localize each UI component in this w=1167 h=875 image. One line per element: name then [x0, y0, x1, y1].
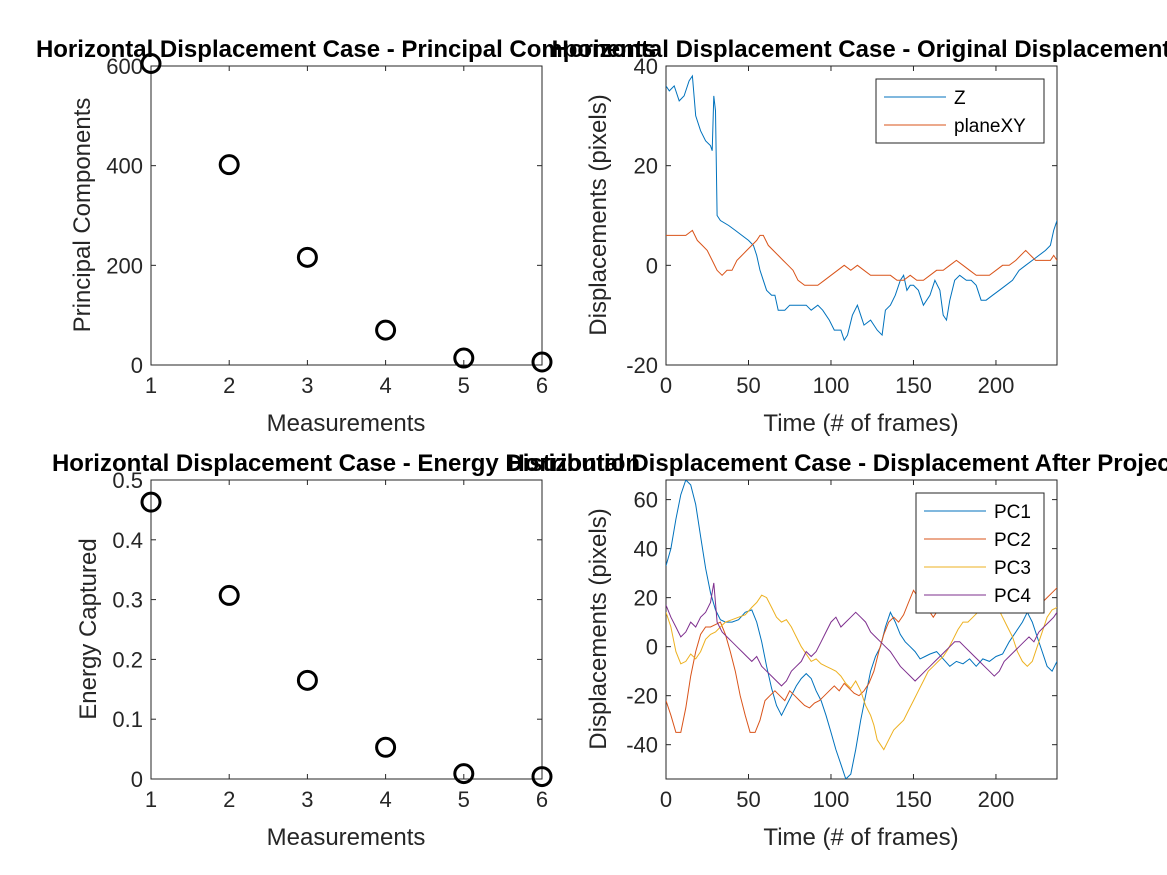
plot-area — [665, 479, 1058, 780]
x-tick-label: 0 — [660, 373, 672, 398]
legend-label: PC1 — [994, 502, 1031, 523]
y-tick-label: 0.2 — [112, 647, 143, 672]
x-tick-label: 1 — [145, 373, 157, 398]
x-tick-label: 5 — [458, 787, 470, 812]
x-tick-label: 2 — [223, 373, 235, 398]
legend-box — [915, 492, 1045, 614]
y-tick-label: 0.1 — [112, 707, 143, 732]
plot-area — [665, 65, 1058, 366]
y-tick-label: 200 — [106, 253, 143, 278]
chart-title: Horizontal Displacement Case - Displacem… — [507, 450, 1167, 477]
data-point — [375, 319, 397, 341]
x-tick-label: 100 — [813, 373, 850, 398]
chart-title: Horizontal Displacement Case - Energy Di… — [52, 450, 640, 477]
x-tick-label: 50 — [736, 787, 760, 812]
y-tick-label: 600 — [106, 54, 143, 79]
data-point — [218, 154, 240, 176]
legend-box — [875, 78, 1045, 144]
x-axis-label: Time (# of frames) — [763, 410, 958, 437]
y-tick-label: 400 — [106, 154, 143, 179]
legend-label: PC3 — [994, 558, 1031, 579]
y-tick-label: 0 — [646, 635, 658, 660]
series-line-planexy — [666, 229, 1057, 286]
y-tick-label: 0 — [646, 253, 658, 278]
axis-ticks: 1 2 3 4 5 6 0 200 400 600 — [106, 54, 548, 398]
x-axis-label: Time (# of frames) — [763, 824, 958, 851]
x-tick-label: 3 — [301, 787, 313, 812]
legend-label: planeXY — [954, 116, 1026, 137]
axis-ticks: 0 50 100 150 200 -40 -20 0 20 40 60 — [626, 480, 1057, 812]
legend-label: PC4 — [994, 586, 1031, 607]
y-tick-label: 0.5 — [112, 468, 143, 493]
x-tick-label: 6 — [536, 373, 548, 398]
data-point — [453, 347, 475, 369]
y-axis-label: Displacements (pixels) — [585, 508, 612, 749]
y-tick-label: 0 — [131, 767, 143, 792]
data-point — [453, 763, 475, 785]
panel-energy-distribution: 1 2 3 4 5 6 0 0.1 0.2 0.3 0.4 0.5 Horizontal Displa… — [52, 450, 640, 851]
y-tick-label: 0.4 — [112, 528, 143, 553]
x-tick-label: 3 — [301, 373, 313, 398]
x-tick-label: 200 — [978, 373, 1015, 398]
y-axis-label: Displacements (pixels) — [585, 94, 612, 335]
x-tick-label: 2 — [223, 787, 235, 812]
y-tick-label: 40 — [634, 54, 658, 79]
x-tick-label: 100 — [813, 787, 850, 812]
y-tick-label: -40 — [626, 733, 658, 758]
y-tick-label: 20 — [634, 154, 658, 179]
legend-label: PC2 — [994, 530, 1031, 551]
y-axis-label: Principal Components — [69, 98, 96, 333]
x-tick-label: 50 — [736, 373, 760, 398]
x-tick-label: 150 — [895, 787, 932, 812]
data-point — [140, 491, 162, 513]
y-tick-label: 0.3 — [112, 588, 143, 613]
series-line-pc4 — [666, 582, 1057, 687]
data-point — [296, 246, 318, 268]
y-tick-label: -20 — [626, 353, 658, 378]
y-tick-label: 40 — [634, 537, 658, 562]
chart-title: Horizontal Displacement Case - Principal… — [36, 36, 656, 63]
x-tick-label: 1 — [145, 787, 157, 812]
x-tick-label: 4 — [379, 787, 391, 812]
y-tick-label: 20 — [634, 586, 658, 611]
plot-area — [150, 479, 543, 780]
data-point — [375, 736, 397, 758]
x-axis-label: Measurements — [267, 410, 426, 437]
x-tick-label: 0 — [660, 787, 672, 812]
data-point — [531, 351, 553, 373]
y-tick-label: -20 — [626, 684, 658, 709]
data-marks — [666, 74, 1057, 342]
legend: PC1 PC2 PC3 PC4 — [915, 492, 1045, 614]
y-tick-label: 0 — [131, 353, 143, 378]
x-tick-label: 200 — [978, 787, 1015, 812]
panel-displacement-after-projection: 0 50 100 150 200 -40 -20 0 20 40 60 PC1 PC2 PC3 PC4 H… — [507, 450, 1167, 851]
x-tick-label: 4 — [379, 373, 391, 398]
y-axis-label: Energy Captured — [75, 538, 102, 719]
data-point — [296, 669, 318, 691]
x-axis-label: Measurements — [267, 824, 426, 851]
axis-ticks: 1 2 3 4 5 6 0 0.1 0.2 0.3 0.4 0.5 — [112, 468, 548, 812]
data-point — [218, 584, 240, 606]
legend-label: Z — [954, 88, 966, 109]
x-tick-label: 5 — [458, 373, 470, 398]
plot-area — [150, 65, 543, 366]
chart-title: Horizontal Displacement Case - Original … — [552, 36, 1167, 63]
x-tick-label: 6 — [536, 787, 548, 812]
y-tick-label: 60 — [634, 488, 658, 513]
x-tick-label: 150 — [895, 373, 932, 398]
series-line-z — [666, 74, 1057, 342]
data-point — [531, 766, 553, 788]
data-point — [140, 53, 162, 75]
